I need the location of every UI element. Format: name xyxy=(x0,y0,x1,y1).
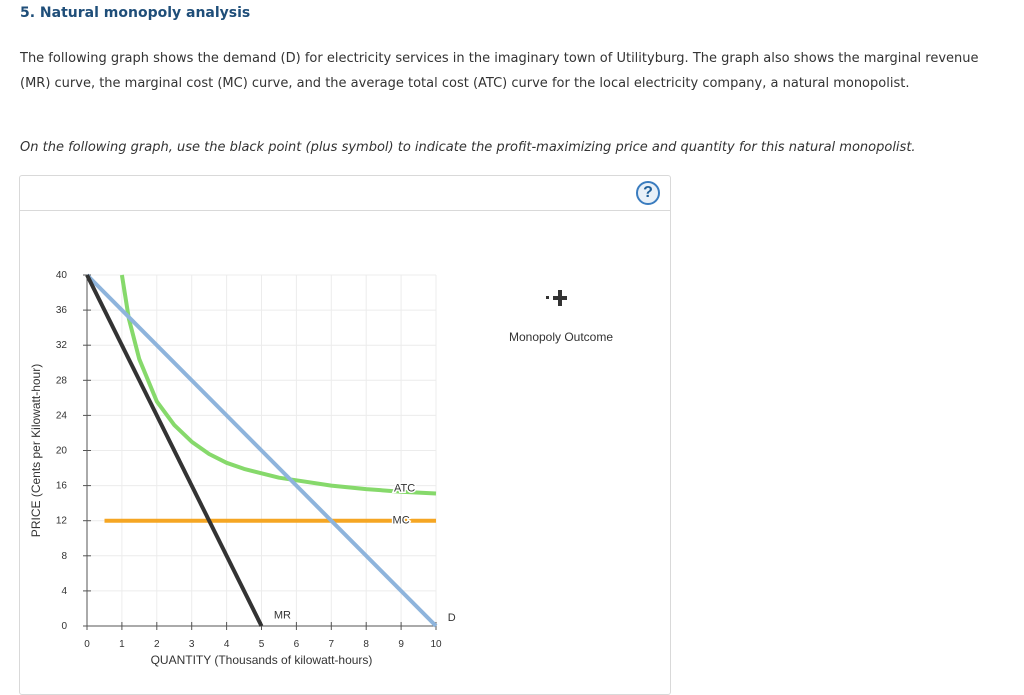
graph-panel: ? 0 1 2 3 4 5 6 7 8 9 10 0 4 8 12 16 20 24 28 32 36 40 QUANTIT… xyxy=(19,175,671,695)
y-tick-label: 0 xyxy=(61,621,67,632)
question-instruction: On the following graph, use the black po… xyxy=(20,140,916,155)
x-tick-label: 10 xyxy=(430,639,442,650)
y-tick-label: 20 xyxy=(56,446,68,457)
x-tick-label: 7 xyxy=(329,639,335,650)
x-tick-label: 2 xyxy=(154,639,160,650)
y-tick-label: 36 xyxy=(56,305,68,316)
question-title: 5. Natural monopoly analysis xyxy=(20,5,251,21)
series-line-mr[interactable] xyxy=(85,274,264,627)
x-tick-label: 1 xyxy=(119,639,125,650)
graph-panel-header xyxy=(20,176,670,211)
x-axis-label: QUANTITY (Thousands of kilowatt-hours) xyxy=(151,653,373,667)
series-label-mc: MC xyxy=(393,514,410,526)
x-tick-label: 5 xyxy=(259,639,265,650)
series-label-d: D xyxy=(448,612,456,624)
y-axis-label: PRICE (Cents per Kilowatt-hour) xyxy=(29,364,43,537)
series-label-atc: ATC xyxy=(394,483,415,495)
series-line-atc[interactable] xyxy=(119,274,437,496)
x-tick-label: 6 xyxy=(294,639,300,650)
x-tick-label: 8 xyxy=(363,639,369,650)
marker-handle-icon xyxy=(546,296,549,299)
plus-marker-icon[interactable] xyxy=(553,296,567,300)
y-tick-label: 32 xyxy=(56,340,68,351)
y-tick-label: 8 xyxy=(61,551,67,562)
y-tick-label: 4 xyxy=(61,586,67,597)
y-tick-label: 28 xyxy=(56,375,68,386)
legend-label-monopoly-outcome: Monopoly Outcome xyxy=(509,330,613,344)
series-label-mr: MR xyxy=(274,610,291,622)
y-tick-label: 12 xyxy=(56,516,68,527)
x-tick-label: 0 xyxy=(84,639,90,650)
y-tick-label: 16 xyxy=(56,481,68,492)
x-tick-label: 9 xyxy=(398,639,404,650)
question-paragraph: The following graph shows the demand (D)… xyxy=(20,51,979,91)
series-line-d[interactable] xyxy=(85,273,438,628)
y-tick-label: 40 xyxy=(56,270,68,281)
y-tick-label: 24 xyxy=(56,410,68,421)
x-tick-label: 3 xyxy=(189,639,195,650)
help-button[interactable]: ? xyxy=(636,181,660,205)
x-tick-label: 4 xyxy=(224,639,230,650)
monopoly-chart[interactable]: 0 1 2 3 4 5 6 7 8 9 100481216202428323640QUANTITY … xyxy=(20,176,670,686)
